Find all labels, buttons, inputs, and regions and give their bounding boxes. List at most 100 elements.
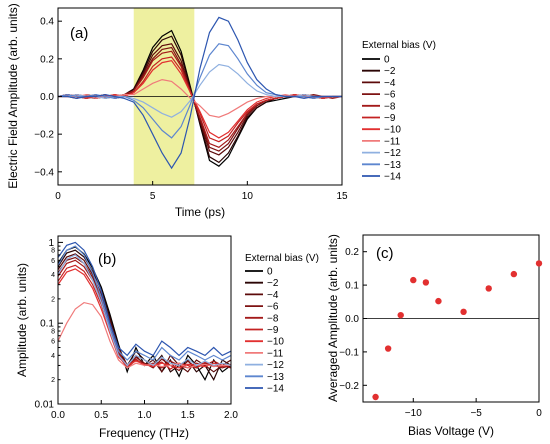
legend-label: −14 (384, 172, 401, 183)
legend: 0−2−4−6−8−9−10−11−12−13−14 (362, 55, 401, 183)
y-tick-label: −0.2 (339, 381, 359, 392)
series-line-5 (58, 264, 231, 370)
series-line-1 (58, 35, 342, 164)
legend-label: −6 (267, 302, 279, 313)
panel-label: (b) (98, 251, 116, 268)
series-line-10 (58, 16, 342, 170)
y-minor-tick-label: 4 (51, 272, 55, 279)
x-tick-label: 0 (536, 408, 542, 419)
scatter-point (535, 260, 543, 267)
series-line-8 (58, 254, 231, 367)
x-tick-label: −10 (405, 408, 422, 419)
legend-label: −11 (384, 136, 401, 147)
x-tick-label: 2.0 (224, 410, 238, 421)
y-tick-label: −0.4 (34, 167, 54, 178)
y-axis-label: Averaged Amplitude (arb. units) (326, 234, 340, 402)
y-tick-label: 0.2 (40, 54, 54, 65)
legend-label: −2 (267, 278, 279, 289)
legend-label: −10 (384, 125, 401, 136)
panel-a: 0 5 10 15 −0.4 −0.2 0.0 0.2 0.4 (a) Time (ps) El… (6, 3, 436, 219)
y-minor-tick-label: 4 (51, 353, 55, 360)
legend-title: External bias (V) (362, 40, 436, 51)
y-tick-label: −0.1 (339, 347, 359, 358)
x-axis-label: Time (ps) (175, 205, 225, 219)
series-lines (58, 16, 342, 170)
legend-label: −8 (267, 313, 279, 324)
series-line-2 (58, 43, 342, 156)
y-tick-label: 0.0 (345, 314, 359, 325)
x-tick-label: 0 (55, 191, 61, 202)
panel-label: (c) (376, 245, 394, 262)
series-line-10 (58, 241, 231, 357)
x-tick-label: 5 (150, 191, 156, 202)
y-tick-label: 0.01 (35, 400, 55, 411)
panel-label: (a) (70, 25, 88, 42)
series-line-7 (58, 301, 231, 369)
x-tick-label: 15 (336, 191, 348, 202)
legend-title: External bias (V) (245, 253, 319, 264)
scatter-point (485, 285, 492, 292)
axis-ticks: 0.0 0.5 1.0 1.5 2.0 2 4 6 8 2 4 6 8 0.01 0.1 1 (35, 238, 239, 421)
y-minor-tick-label: 2 (51, 377, 55, 384)
legend-label: −13 (384, 160, 401, 171)
series-line-4 (58, 50, 342, 148)
y-tick-label: 0.1 (40, 319, 54, 330)
legend-label: −10 (267, 337, 284, 348)
y-tick-label: 0.0 (40, 92, 54, 103)
series-line-9 (58, 245, 231, 361)
series-line-3 (58, 46, 342, 152)
series-lines (58, 241, 231, 382)
panel-b: 0.0 0.5 1.0 1.5 2.0 2 4 6 8 2 4 6 8 0.01 0.1 1 (b) Freq… (15, 235, 319, 440)
scatter-point (422, 279, 430, 286)
x-tick-label: 10 (242, 191, 254, 202)
y-minor-tick-label: 6 (51, 339, 55, 346)
x-tick-label: 1.5 (181, 410, 195, 421)
scatter-point (397, 311, 404, 319)
series-line-6 (58, 268, 231, 369)
legend-label: −6 (384, 90, 396, 101)
x-axis-label: Frequency (THz) (99, 426, 189, 440)
legend-label: −8 (384, 101, 396, 112)
scatter-point (460, 308, 467, 316)
legend-label: −12 (384, 148, 401, 159)
series-line-8 (58, 63, 342, 118)
scatter-point (435, 297, 442, 305)
x-tick-label: 0.0 (51, 410, 65, 421)
y-axis-label: Amplitude (arb. units) (15, 263, 29, 377)
panel-c: −10 −5 0 −0.2 −0.1 0.0 0.1 0.2 (c) Bias Voltage… (326, 234, 542, 438)
y-tick-label: 0.1 (345, 281, 359, 292)
legend-label: 0 (267, 267, 273, 278)
scatter-point (384, 345, 392, 352)
data-points (372, 260, 543, 401)
legend-label: −4 (267, 290, 279, 301)
y-minor-tick-label: 6 (51, 258, 55, 265)
y-tick-label: −0.2 (34, 130, 54, 141)
x-tick-label: 0.5 (94, 410, 108, 421)
x-axis-label: Bias Voltage (V) (408, 424, 494, 438)
legend-label: −4 (384, 78, 396, 89)
legend-label: −13 (267, 372, 284, 383)
y-minor-tick-label: 8 (51, 248, 55, 255)
legend-label: −9 (267, 325, 279, 336)
legend-label: 0 (384, 55, 390, 66)
y-tick-label: 0.2 (345, 247, 359, 258)
y-tick-label: 0.4 (40, 17, 54, 28)
y-tick-label: 1 (48, 238, 54, 249)
scatter-point (410, 276, 417, 284)
legend-label: −11 (267, 348, 284, 359)
scatter-point (510, 270, 518, 278)
scatter-point (372, 393, 379, 401)
legend: 0−2−4−6−8−9−10−11−12−13−14 (245, 267, 284, 395)
x-tick-label: 1.0 (138, 410, 152, 421)
legend-label: −9 (384, 113, 396, 124)
y-minor-tick-label: 2 (51, 296, 55, 303)
axis-ticks: −10 −5 0 −0.2 −0.1 0.0 0.1 0.2 (339, 247, 542, 419)
y-minor-tick-label: 8 (51, 329, 55, 336)
series-line-0 (58, 29, 342, 167)
axis-ticks: 0 5 10 15 −0.4 −0.2 0.0 0.2 0.4 (34, 17, 348, 202)
legend-label: −14 (267, 384, 284, 395)
y-axis-label: Electric Field Amplitude (arb. units) (6, 3, 20, 188)
x-tick-label: −5 (470, 408, 482, 419)
legend-label: −12 (267, 360, 284, 371)
